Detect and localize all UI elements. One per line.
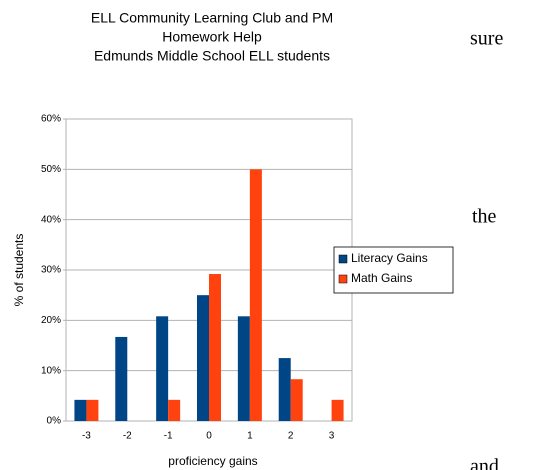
x-tick-label: -1 — [164, 431, 173, 442]
legend-swatch — [338, 254, 348, 264]
bar — [156, 316, 169, 421]
bar — [74, 399, 87, 421]
bar — [249, 169, 262, 421]
bar — [197, 295, 209, 421]
x-tick-label: 0 — [206, 431, 212, 442]
x-tick-label: 2 — [288, 431, 294, 442]
x-tick-label: -3 — [82, 431, 91, 442]
legend-box — [333, 246, 454, 294]
y-tick-label: 10% — [41, 365, 61, 376]
side-text: the — [472, 206, 497, 228]
legend-label: Math Gains — [351, 271, 412, 285]
bar — [278, 358, 291, 421]
bar — [209, 274, 221, 421]
bar — [115, 336, 128, 421]
x-axis-label: proficiency gains — [168, 454, 257, 468]
legend-label: Literacy Gains — [351, 251, 428, 265]
y-tick-label: 20% — [41, 315, 61, 326]
bar — [331, 399, 344, 421]
y-tick-label: 40% — [41, 214, 61, 225]
y-tick-label: 50% — [41, 164, 61, 175]
side-text: sure — [470, 28, 503, 50]
y-axis-label: % of students — [12, 234, 26, 307]
x-tick-label: 1 — [247, 431, 253, 442]
side-text: and — [470, 456, 499, 470]
y-tick-label: 30% — [41, 265, 61, 276]
bar — [86, 399, 99, 421]
chart-title: Edmunds Middle School ELL students — [94, 48, 330, 64]
legend-swatch — [338, 274, 348, 284]
bar — [237, 316, 250, 421]
x-tick-label: 3 — [329, 431, 335, 442]
bar — [168, 399, 181, 421]
chart-title: Homework Help — [162, 29, 262, 45]
y-tick-label: 0% — [47, 416, 62, 427]
x-tick-label: -2 — [123, 431, 132, 442]
y-tick-label: 60% — [41, 114, 61, 125]
bar — [290, 379, 303, 421]
chart-title: ELL Community Learning Club and PM — [91, 10, 333, 26]
